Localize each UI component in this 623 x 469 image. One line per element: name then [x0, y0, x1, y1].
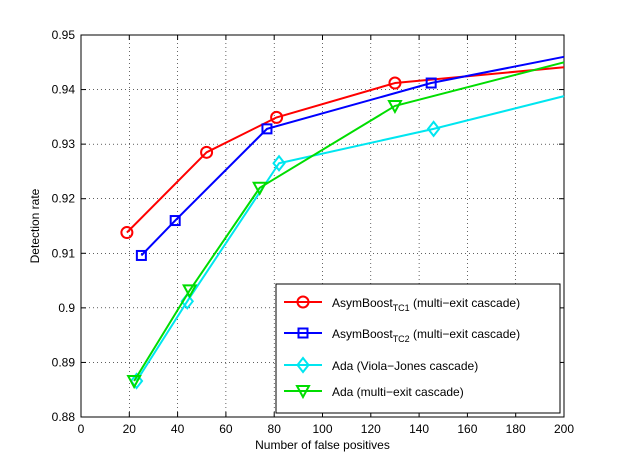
- legend-label: Ada (Viola−Jones cascade): [332, 359, 478, 373]
- legend-item: AsymBoostTC2 (multi−exit cascade): [284, 327, 520, 344]
- y-tick-label: 0.89: [52, 355, 76, 369]
- legend-marker: [295, 385, 311, 400]
- x-tick-label: 40: [171, 422, 185, 436]
- legend-label-name: Ada (multi−exit cascade): [332, 385, 464, 399]
- data-point-marker: [387, 99, 403, 115]
- legend-label-subscript: TC2: [393, 334, 410, 344]
- legend-label: AsymBoostTC2 (multi−exit cascade): [332, 327, 520, 344]
- series-1: [120, 66, 565, 240]
- legend-label: Ada (multi−exit cascade): [332, 385, 464, 399]
- series-line: [133, 61, 565, 382]
- y-tick-label: 0.94: [52, 83, 76, 97]
- series-line: [140, 55, 565, 257]
- series-line: [126, 66, 565, 234]
- series-4: [126, 61, 565, 390]
- legend-label-subscript: TC1: [393, 303, 410, 313]
- x-tick-label: 160: [457, 422, 477, 436]
- data-point-marker: [252, 181, 268, 196]
- legend-label-suffix: (multi−exit cascade): [410, 296, 520, 310]
- data-point-marker: [135, 249, 147, 261]
- series-line: [135, 95, 565, 382]
- x-tick-label: 100: [312, 422, 332, 436]
- x-tick-label: 120: [361, 422, 381, 436]
- data-point-marker: [200, 145, 214, 159]
- legend-marker: [296, 356, 310, 374]
- data-point-marker: [261, 123, 273, 135]
- x-tick-label: 200: [554, 422, 574, 436]
- legend-marker: [296, 295, 310, 309]
- series-3: [129, 95, 565, 390]
- legend-item: AsymBoostTC1 (multi−exit cascade): [284, 295, 520, 313]
- x-tick-label: 0: [78, 422, 85, 436]
- data-point-marker: [120, 226, 134, 240]
- legend-label-name: Ada (Viola−Jones cascade): [332, 359, 478, 373]
- series-2: [135, 55, 565, 261]
- axes: 0 20 40 60 80 100 120 140 160 180 200 0.88 0.89 0.9 0.…: [52, 28, 575, 436]
- legend-item: Ada (multi−exit cascade): [284, 385, 464, 400]
- data-point-marker: [181, 284, 198, 299]
- y-tick-label: 0.93: [52, 137, 76, 151]
- data-point-marker: [272, 154, 286, 172]
- data-point-marker: [388, 76, 402, 90]
- data-point-marker: [129, 372, 144, 390]
- legend-label: AsymBoostTC1 (multi−exit cascade): [332, 296, 520, 313]
- legend-box: [275, 283, 561, 414]
- legend-label-name: AsymBoost: [332, 327, 393, 341]
- data-point-marker: [169, 215, 181, 227]
- y-tick-label: 0.9: [58, 301, 75, 315]
- y-tick-label: 0.91: [52, 246, 76, 260]
- data-point-marker: [425, 77, 437, 89]
- y-tick-label: 0.92: [52, 192, 76, 206]
- data-point-marker: [270, 110, 284, 124]
- x-tick-label: 60: [219, 422, 233, 436]
- legend-marker: [297, 327, 309, 339]
- data-point-marker: [126, 374, 142, 390]
- legend-label-suffix: (multi−exit cascade): [410, 327, 520, 341]
- y-tick-label: 0.95: [52, 28, 76, 42]
- x-tick-label: 140: [409, 422, 429, 436]
- legend-item: Ada (Viola−Jones cascade): [284, 356, 478, 374]
- y-tick-label: 0.88: [52, 410, 76, 424]
- x-axis-label: Number of false positives: [255, 438, 390, 452]
- x-tick-label: 80: [268, 422, 282, 436]
- y-axis-label: Detection rate: [28, 188, 42, 263]
- series-layer: [120, 55, 565, 390]
- x-tick-label: 20: [123, 422, 137, 436]
- legend: AsymBoostTC1 (multi−exit cascade)AsymBoo…: [275, 283, 561, 414]
- data-point-marker: [426, 120, 441, 138]
- legend-label-name: AsymBoost: [332, 296, 393, 310]
- x-tick-label: 180: [506, 422, 526, 436]
